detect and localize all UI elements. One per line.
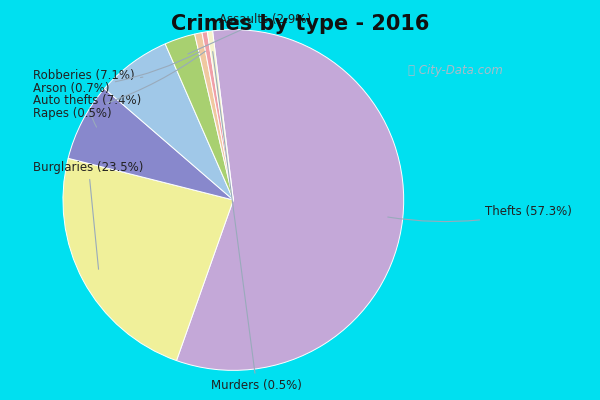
Text: Thefts (57.3%): Thefts (57.3%) <box>388 205 572 222</box>
Text: Rapes (0.5%): Rapes (0.5%) <box>34 51 205 120</box>
Wedge shape <box>63 158 233 361</box>
Text: Burglaries (23.5%): Burglaries (23.5%) <box>34 161 144 269</box>
Wedge shape <box>207 31 233 200</box>
Wedge shape <box>165 34 233 200</box>
Wedge shape <box>202 32 233 200</box>
Wedge shape <box>194 32 233 200</box>
Text: Assaults (2.9%): Assaults (2.9%) <box>188 13 311 54</box>
Wedge shape <box>68 88 233 200</box>
Text: Auto thefts (7.4%): Auto thefts (7.4%) <box>34 94 142 127</box>
Text: Robberies (7.1%): Robberies (7.1%) <box>34 69 143 82</box>
Wedge shape <box>104 44 233 200</box>
Text: Murders (0.5%): Murders (0.5%) <box>211 52 302 392</box>
Text: Crimes by type - 2016: Crimes by type - 2016 <box>171 14 429 34</box>
Wedge shape <box>176 30 404 370</box>
Text: Arson (0.7%): Arson (0.7%) <box>34 52 199 95</box>
Text: ⓘ City-Data.com: ⓘ City-Data.com <box>408 64 503 77</box>
